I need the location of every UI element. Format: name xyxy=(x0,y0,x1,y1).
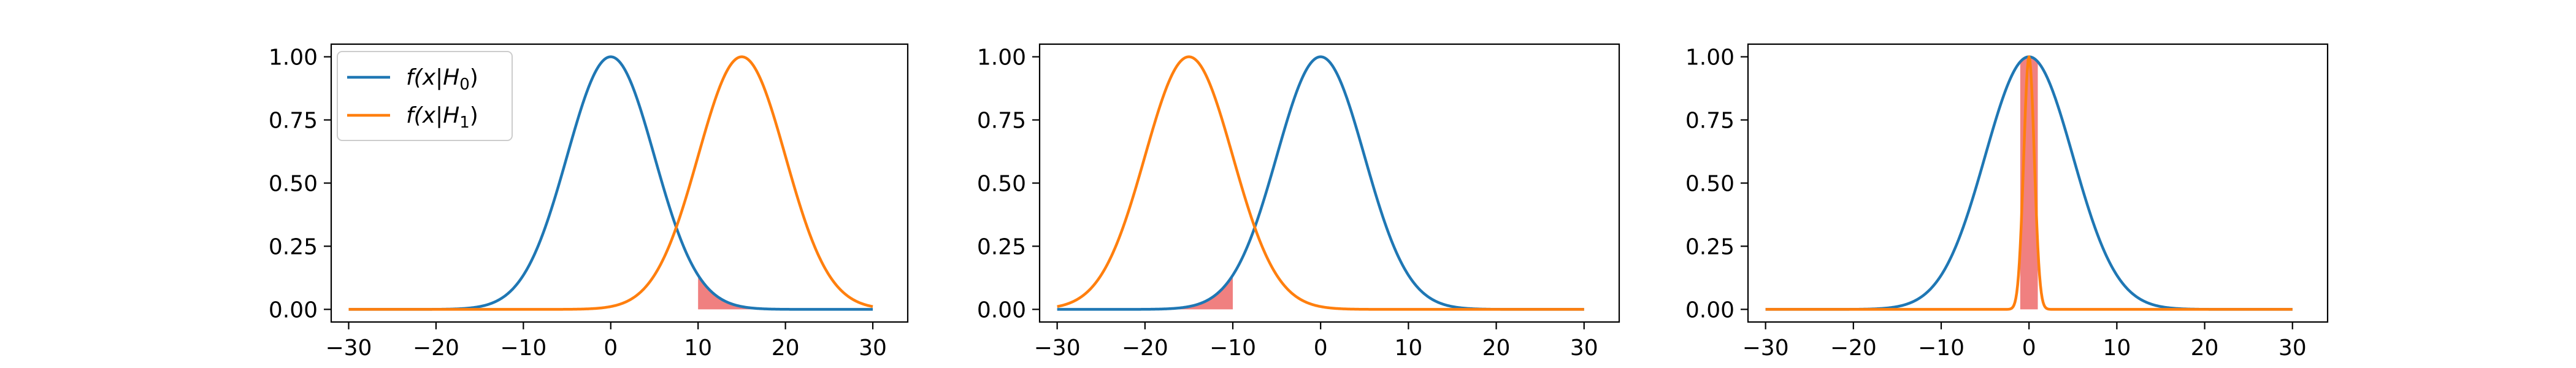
x-tick-label: 10 xyxy=(2103,335,2131,361)
y-tick-label: 1.00 xyxy=(1685,45,1735,71)
series-line-2 xyxy=(1765,55,2293,311)
series-line-2 xyxy=(348,55,873,311)
y-tick-label: 1.00 xyxy=(977,45,1026,71)
x-tick-label: −20 xyxy=(1830,335,1877,361)
x-tick-label: −30 xyxy=(325,335,372,361)
x-tick-label: 0 xyxy=(604,335,618,361)
x-tick-label: 20 xyxy=(1482,335,1511,361)
chart-panel-1: −30 −20 −10 0 10 20 30 0.00 0.25 0.50 0.75 1.00 f(x|… xyxy=(269,43,909,361)
y-tick-label: 0.75 xyxy=(1685,109,1735,134)
x-tick-label: 30 xyxy=(2279,335,2307,361)
y-tick-label: 0.00 xyxy=(269,297,318,323)
x-tick-label: 20 xyxy=(772,335,800,361)
x-tick-label: −20 xyxy=(1122,335,1168,361)
y-tick-label: 0.50 xyxy=(977,172,1026,197)
x-tick-label: −10 xyxy=(500,335,546,361)
shaded-region xyxy=(1057,275,1233,310)
y-tick-label: 0.25 xyxy=(269,234,318,259)
y-tick-label: 0.50 xyxy=(1685,172,1735,197)
x-tick-label: −20 xyxy=(413,335,459,361)
y-tick-label: 0.00 xyxy=(977,297,1026,323)
series-line-2 xyxy=(1056,55,1585,311)
x-tick-label: 10 xyxy=(1394,335,1422,361)
y-tick-label: 0.75 xyxy=(269,109,318,134)
x-tick-label: −10 xyxy=(1918,335,1965,361)
x-tick-label: 0 xyxy=(1314,335,1328,361)
x-tick-label: −10 xyxy=(1209,335,1256,361)
x-tick-label: 0 xyxy=(2022,335,2036,361)
x-tick-label: −30 xyxy=(1034,335,1081,361)
x-tick-label: 10 xyxy=(684,335,712,361)
y-tick-label: 1.00 xyxy=(269,45,318,71)
x-tick-label: 20 xyxy=(2191,335,2219,361)
chart-panel-2: −30 −20 −10 0 10 20 30 0.00 0.25 0.50 0.75 1.00 xyxy=(977,43,1620,361)
x-tick-label: 30 xyxy=(1570,335,1598,361)
y-tick-label: 0.25 xyxy=(1685,234,1735,259)
legend-box xyxy=(337,51,513,141)
x-tick-label: −30 xyxy=(1742,335,1789,361)
legend-entry: f(x|H0) xyxy=(406,65,478,94)
chart-panel-3: −30 −20 −10 0 10 20 30 0.00 0.25 0.50 0.75 1.00 xyxy=(1685,43,2329,361)
legend: f(x|H0) f(x|H1) xyxy=(337,51,513,141)
y-tick-label: 0.00 xyxy=(1685,297,1735,323)
y-tick-label: 0.50 xyxy=(269,172,318,197)
shaded-region xyxy=(698,275,873,310)
x-tick-label: 30 xyxy=(859,335,887,361)
legend-entry: f(x|H1) xyxy=(406,103,478,132)
y-tick-label: 0.25 xyxy=(977,234,1026,259)
y-tick-label: 0.75 xyxy=(977,109,1026,134)
